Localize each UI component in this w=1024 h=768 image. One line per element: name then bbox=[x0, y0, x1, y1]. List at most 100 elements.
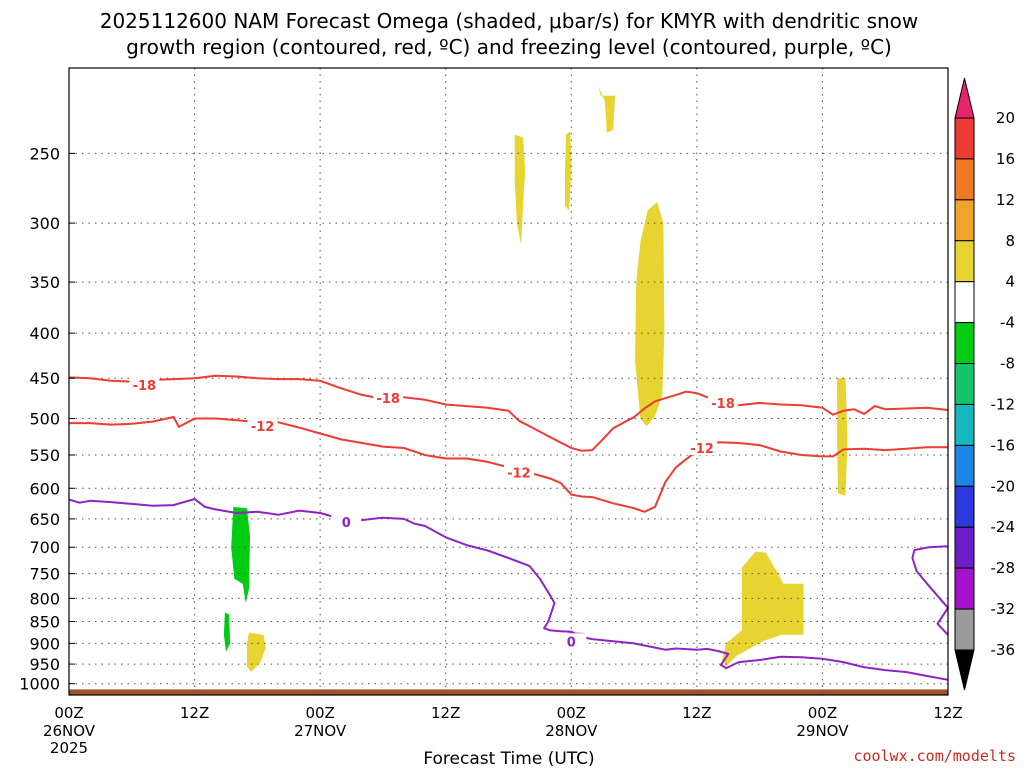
colorbar-label: -16 bbox=[991, 436, 1016, 454]
y-tick-label: 400 bbox=[29, 324, 60, 343]
x-date-label: 28NOV bbox=[545, 722, 598, 740]
y-tick-label: 900 bbox=[29, 634, 60, 653]
colorbar-box bbox=[954, 281, 975, 324]
chart-title-line-1: 2025112600 NAM Forecast Omega (shaded, μ… bbox=[100, 9, 919, 33]
x-tick-label: 12Z bbox=[933, 704, 962, 722]
x-date-label: 27NOV bbox=[294, 722, 347, 740]
x-tick-label: 00Z bbox=[54, 704, 83, 722]
omega-region-yellow-column bbox=[635, 202, 665, 427]
x-axis-title: Forecast Time (UTC) bbox=[423, 749, 594, 768]
contour-label-bg bbox=[708, 394, 739, 410]
colorbar-bottom-triangle bbox=[954, 649, 975, 691]
colorbar-box bbox=[954, 608, 975, 651]
colorbar-label: -24 bbox=[991, 518, 1016, 536]
colorbar-box bbox=[954, 158, 975, 201]
colorbar-label: -8 bbox=[1000, 355, 1015, 373]
omega-region-yellow-right-column bbox=[837, 378, 848, 496]
contour-label-bg bbox=[687, 439, 718, 455]
y-tick-label: 300 bbox=[29, 214, 60, 233]
y-tick-label: 500 bbox=[29, 410, 60, 429]
x-date-label: 26NOV bbox=[43, 722, 96, 740]
y-tick-label: 950 bbox=[29, 655, 60, 674]
x-tick-label: 00Z bbox=[557, 704, 586, 722]
colorbar-label: -32 bbox=[991, 600, 1016, 618]
omega-shading-layer bbox=[223, 77, 848, 672]
colorbar-box bbox=[954, 444, 975, 487]
y-tick-label: 700 bbox=[29, 538, 60, 557]
colorbar-box bbox=[954, 363, 975, 405]
omega-region-yellow-lower-right bbox=[722, 551, 804, 667]
chart-title-line-2: growth region (contoured, red, ºC) and f… bbox=[126, 35, 892, 59]
omega-region-yellow-upper-1 bbox=[596, 77, 616, 133]
colorbar-box bbox=[954, 567, 975, 610]
colorbar-box bbox=[954, 322, 975, 365]
omega-region-green-small bbox=[223, 612, 231, 652]
ground-below-surface bbox=[69, 689, 948, 695]
y-tick-label: 750 bbox=[29, 565, 60, 584]
colorbar-label: -20 bbox=[991, 477, 1016, 495]
colorbar: 20 16 12 8 4 -4 -8 -12 -16 -20 -24 -28 -32 -36 bbox=[954, 77, 1016, 691]
colorbar-box bbox=[954, 199, 975, 242]
contour-label: -12 bbox=[251, 420, 275, 435]
dgz-isotherm--18 bbox=[68, 374, 949, 452]
colorbar-box bbox=[954, 485, 975, 528]
x-tick-label: 12Z bbox=[180, 704, 209, 722]
colorbar-label: -36 bbox=[991, 641, 1016, 659]
contour-label: 0 bbox=[567, 635, 576, 650]
y-tick-label: 450 bbox=[29, 369, 60, 388]
colorbar-label: 8 bbox=[1005, 232, 1015, 250]
colorbar-label: -12 bbox=[991, 395, 1016, 413]
dgz-isotherm--12 bbox=[69, 416, 948, 513]
omega-region-yellow-upper-3 bbox=[565, 131, 572, 211]
y-tick-label: 600 bbox=[29, 479, 60, 498]
contour-label: -18 bbox=[376, 392, 400, 407]
credit-text: coolwx.com/modelts bbox=[853, 747, 1016, 765]
y-tick-label: 800 bbox=[29, 589, 60, 608]
colorbar-box bbox=[954, 403, 975, 446]
colorbar-box bbox=[954, 526, 975, 569]
freezing-level-line bbox=[68, 498, 949, 681]
contour-label: -12 bbox=[690, 442, 714, 457]
omega-region-yellow-lower-left bbox=[246, 632, 266, 672]
colorbar-box bbox=[954, 117, 975, 160]
colorbar-label: 12 bbox=[996, 191, 1015, 209]
colorbar-label: 20 bbox=[996, 109, 1015, 127]
contour-layer bbox=[68, 374, 949, 681]
contour-label-bg bbox=[503, 464, 534, 480]
colorbar-label: -28 bbox=[991, 559, 1016, 577]
x-tick-label: 12Z bbox=[431, 704, 460, 722]
colorbar-label: -4 bbox=[1000, 314, 1015, 332]
y-tick-label: 350 bbox=[29, 273, 60, 292]
colorbar-label: 4 bbox=[1005, 273, 1015, 291]
y-axis: 250 300 350 400 450 500 550 600 650 700 750 800 850 9… bbox=[19, 144, 75, 694]
contour-label-bg bbox=[556, 633, 587, 649]
contour-label-layer: -18 -18 -18 -12 -12 -12 0 0 bbox=[129, 376, 739, 650]
y-tick-label: 550 bbox=[29, 446, 60, 465]
contour-label-bg bbox=[331, 513, 362, 529]
contour-label-bg bbox=[247, 418, 278, 434]
gridlines bbox=[69, 68, 948, 695]
contour-label: -12 bbox=[507, 467, 531, 482]
y-tick-label: 650 bbox=[29, 510, 60, 529]
omega-region-green-column bbox=[231, 506, 250, 604]
x-year-label: 2025 bbox=[50, 739, 88, 757]
y-tick-label: 1000 bbox=[19, 675, 60, 694]
y-tick-label: 850 bbox=[29, 613, 60, 632]
x-date-label: 29NOV bbox=[796, 722, 849, 740]
contour-label: -18 bbox=[133, 379, 157, 394]
colorbar-top-triangle bbox=[954, 77, 975, 119]
x-tick-label: 12Z bbox=[682, 704, 711, 722]
contour-label-bg bbox=[129, 376, 160, 392]
ground-layer bbox=[69, 689, 948, 695]
x-tick-label: 00Z bbox=[808, 704, 837, 722]
freezing-level-loop bbox=[911, 545, 949, 636]
colorbar-box bbox=[954, 240, 975, 283]
omega-region-yellow-upper-2 bbox=[514, 134, 526, 246]
contour-label: -18 bbox=[711, 397, 735, 412]
x-tick-label: 00Z bbox=[305, 704, 334, 722]
contour-label: 0 bbox=[342, 516, 351, 531]
contour-label-bg bbox=[373, 390, 404, 406]
colorbar-label: 16 bbox=[996, 150, 1015, 168]
